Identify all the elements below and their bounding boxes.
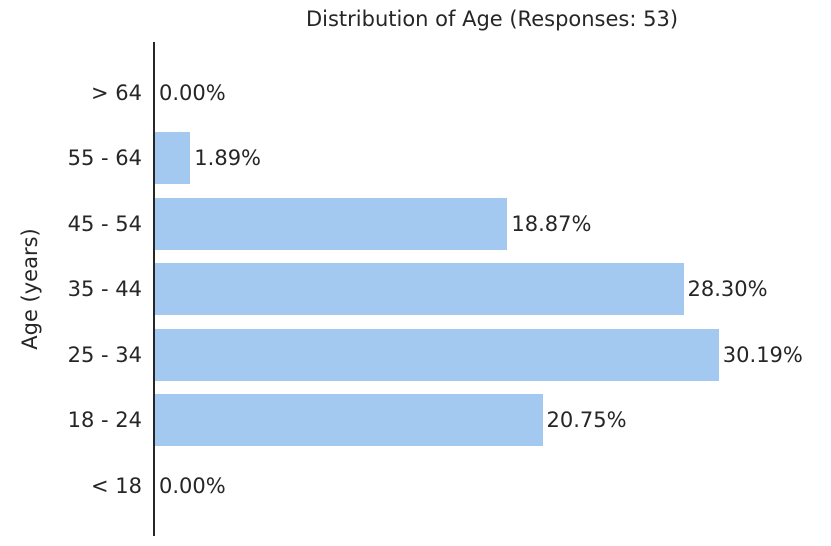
bar <box>155 263 684 316</box>
bar-row: 45 - 54 18.87% <box>68 191 831 257</box>
plot-area: > 64 0.00% 55 - 64 1.89% 45 - 54 18.87% … <box>68 42 831 536</box>
bar-row: 55 - 64 1.89% <box>68 126 831 192</box>
bar-row: > 64 0.00% <box>91 60 831 126</box>
chart-title: Distribution of Age (Responses: 53) <box>305 7 679 31</box>
category-label: 35 - 44 <box>67 277 142 302</box>
value-label: 18.87% <box>511 211 592 236</box>
bar <box>155 197 508 250</box>
category-label: 45 - 54 <box>67 211 142 236</box>
category-label: > 64 <box>91 80 142 105</box>
y-axis-label: Age (years) <box>18 228 42 350</box>
category-label: 25 - 34 <box>67 342 142 367</box>
bar-row: 18 - 24 20.75% <box>68 388 831 454</box>
bar-row: 25 - 34 30.19% <box>68 322 831 388</box>
bar <box>155 132 191 185</box>
bar-row: 35 - 44 28.30% <box>68 257 831 323</box>
value-label: 30.19% <box>722 342 803 367</box>
value-label: 0.00% <box>159 473 226 498</box>
value-label: 0.00% <box>159 80 226 105</box>
value-label: 28.30% <box>687 277 768 302</box>
value-label: 1.89% <box>194 146 262 171</box>
category-label: 55 - 64 <box>67 146 142 171</box>
bar-row: < 18 0.00% <box>91 453 831 519</box>
value-label: 20.75% <box>546 408 627 433</box>
category-label: 18 - 24 <box>67 408 142 433</box>
bar <box>155 394 543 447</box>
bar <box>155 328 719 381</box>
category-label: < 18 <box>91 473 142 498</box>
